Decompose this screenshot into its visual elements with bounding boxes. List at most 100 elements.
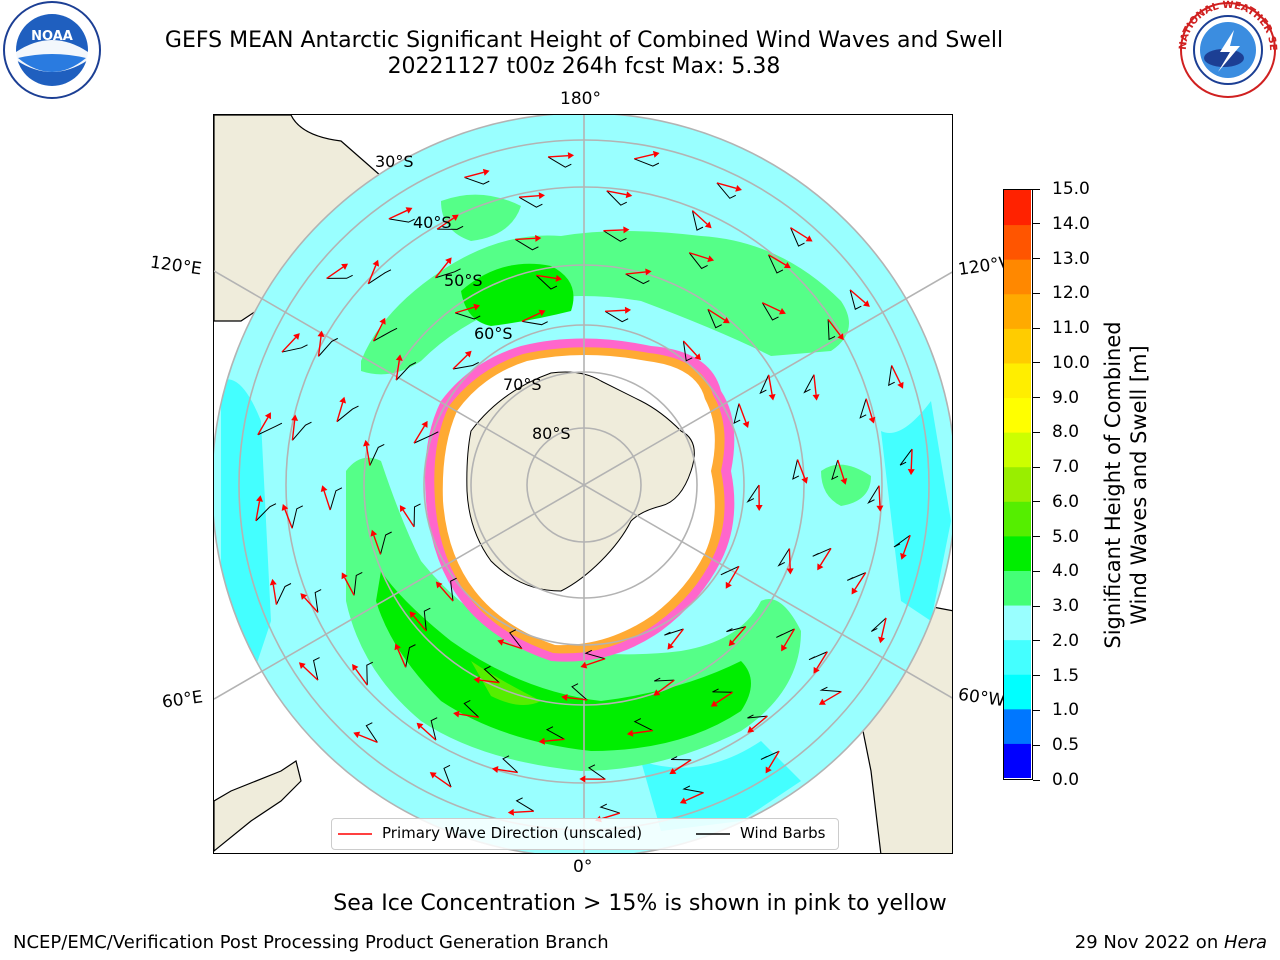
- colorbar-tick-mark: [1033, 744, 1040, 746]
- wave-arrow: [790, 227, 808, 239]
- wave-arrow-head: [352, 664, 359, 671]
- wave-arrow: [395, 360, 400, 381]
- wave-arrow: [632, 729, 653, 734]
- wave-arrow: [521, 312, 541, 323]
- legend-wind-label: Wind Barbs: [740, 824, 826, 842]
- wave-arrow-head: [416, 722, 424, 730]
- wave-arrow-head: [409, 611, 417, 619]
- wave-arrow-head: [394, 643, 401, 651]
- wind-barb: [792, 459, 800, 480]
- wave-arrow: [355, 668, 368, 686]
- wind-barb: [776, 628, 795, 638]
- wave-arrow-head: [863, 300, 870, 307]
- wave-arrow-head: [876, 505, 884, 512]
- wind-barb: [257, 422, 283, 436]
- wave-arrow-head: [300, 593, 308, 600]
- wave-arrow: [796, 459, 806, 479]
- wave-arrow: [439, 585, 454, 602]
- wave-arrow: [768, 750, 780, 769]
- wave-arrow-head: [464, 350, 472, 358]
- wind-barb: [423, 607, 431, 632]
- wave-arrow: [454, 306, 475, 314]
- wave-arrow-head: [561, 694, 568, 701]
- wave-arrow: [728, 565, 740, 584]
- wind-barb: [768, 254, 784, 274]
- wave-arrow: [854, 572, 867, 590]
- wind-barb: [761, 302, 779, 321]
- wind-barb: [571, 683, 588, 701]
- wave-arrow: [436, 217, 455, 230]
- wave-arrow: [548, 154, 569, 158]
- wave-arrow: [326, 266, 344, 279]
- title-line-1: GEFS MEAN Antarctic Significant Height o…: [164, 28, 1004, 53]
- wind-barb: [867, 485, 880, 504]
- wave-arrow: [317, 336, 322, 357]
- wave-arrow-head: [445, 257, 452, 265]
- wave-arrow: [536, 274, 557, 280]
- wave-arrow-head: [722, 317, 730, 324]
- wave-arrow-head: [379, 317, 386, 325]
- wave-arrow-head: [818, 698, 826, 705]
- wave-arrow-head: [341, 572, 348, 580]
- colorbar-tick-mark: [1033, 188, 1040, 190]
- wave-arrow: [783, 628, 796, 647]
- wind-barb: [606, 190, 627, 206]
- colorbar-tick-label: 13.0: [1052, 248, 1090, 269]
- colorbar-segment: [1004, 190, 1031, 226]
- colorbar-tick-mark: [1033, 466, 1040, 468]
- wind-barb: [584, 649, 606, 660]
- colorbar-title-line-1: Significant Height of Combined: [1101, 321, 1125, 649]
- wave-arrow: [367, 265, 377, 285]
- wind-barb: [365, 722, 378, 743]
- colorbar-tick-label: 0.0: [1052, 770, 1080, 790]
- wind-barb: [502, 755, 519, 773]
- wave-arrow: [257, 417, 269, 436]
- lat-label-30s: 30°S: [375, 152, 414, 171]
- wind-barb: [336, 405, 359, 423]
- wave-arrow-head: [735, 184, 742, 192]
- wave-arrow: [819, 547, 832, 566]
- wave-arrow-head: [878, 636, 885, 644]
- wind-barb: [464, 176, 490, 185]
- wind-barb: [369, 443, 385, 466]
- wave-arrow-head: [653, 689, 661, 696]
- wave-arrow-head: [298, 662, 306, 669]
- wave-arrow-head: [840, 478, 848, 485]
- wave-arrow-head: [625, 191, 633, 199]
- wave-arrow: [738, 403, 747, 423]
- wave-arrow: [544, 738, 565, 742]
- colorbar-tick-mark: [1033, 292, 1040, 294]
- wave-arrow-head: [535, 234, 542, 242]
- wave-arrow-head: [370, 529, 378, 537]
- wave-arrow-head: [907, 468, 915, 476]
- wave-arrow-head: [256, 495, 263, 502]
- wind-barb: [688, 252, 708, 270]
- wind-barb: [720, 565, 740, 576]
- colorbar-tick-mark: [1033, 570, 1040, 572]
- wave-arrow: [502, 641, 523, 650]
- wave-arrow-head: [353, 731, 361, 739]
- wind-barb: [664, 628, 684, 636]
- wave-arrow-head: [281, 504, 289, 511]
- wave-arrow-head: [765, 766, 772, 774]
- wave-arrow-head: [801, 476, 808, 484]
- colorbar-tick-label: 12.0: [1052, 283, 1090, 304]
- wave-arrow: [452, 354, 468, 370]
- wind-barb: [413, 431, 439, 444]
- lat-label-60s: 60°S: [474, 324, 513, 343]
- wind-barb: [747, 714, 768, 719]
- wave-arrow: [302, 665, 319, 681]
- footer-host: Hera: [1223, 932, 1267, 953]
- wave-arrow: [827, 318, 841, 336]
- wave-arrow: [682, 340, 698, 357]
- wind-barb: [255, 503, 277, 522]
- wave-arrow-head: [507, 808, 515, 816]
- wave-arrow-head: [363, 439, 370, 447]
- wind-barb: [326, 274, 353, 279]
- wave-arrow: [255, 501, 261, 522]
- wave-arrow-head: [491, 766, 499, 773]
- wave-arrow-head: [497, 639, 505, 646]
- colorbar-tick-mark: [1033, 709, 1040, 711]
- legend-wave-label: Primary Wave Direction (unscaled): [382, 824, 643, 842]
- wave-arrow-head: [580, 661, 588, 669]
